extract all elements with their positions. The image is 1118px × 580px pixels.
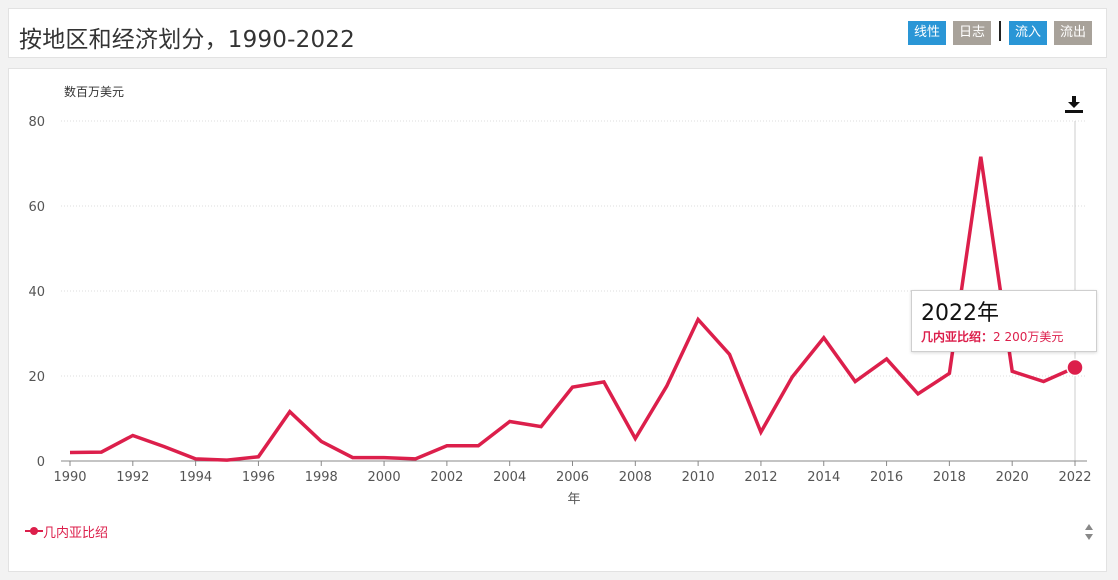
scroll-arrows-icon[interactable] bbox=[1084, 521, 1094, 543]
x-tick-label: 2004 bbox=[493, 470, 526, 485]
x-tick-label: 1992 bbox=[116, 470, 149, 485]
legend-label: 几内亚比绍 bbox=[43, 526, 109, 541]
x-tick-label: 2006 bbox=[556, 470, 589, 485]
series-layer bbox=[69, 156, 1084, 462]
inflow-button[interactable]: 流入 bbox=[1009, 21, 1048, 45]
x-tick-label: 1994 bbox=[179, 470, 212, 485]
y-tick-label: 60 bbox=[28, 200, 45, 215]
legend-marker-icon bbox=[25, 527, 43, 535]
chart-panel: 数百万美元 0 20 40 60 80 1990 1992 1994 1996 1998 2000 20… bbox=[8, 68, 1107, 572]
header-panel: 按地区和经济划分，1990-2022 线性 日志 流入 流出 bbox=[8, 8, 1107, 58]
x-tick-label: 2020 bbox=[996, 470, 1029, 485]
toolbar-separator bbox=[999, 21, 1001, 41]
linear-scale-button[interactable]: 线性 bbox=[908, 21, 947, 45]
x-tick-label: 2014 bbox=[807, 470, 840, 485]
x-tick-label: 1990 bbox=[53, 470, 86, 485]
tooltip-series-label: 几内亚比绍： bbox=[921, 330, 994, 344]
x-axis-label: 年 bbox=[567, 492, 580, 507]
x-tick-label: 1998 bbox=[305, 470, 338, 485]
series-line bbox=[69, 156, 1076, 462]
data-point bbox=[1066, 358, 1084, 377]
download-icon[interactable] bbox=[1064, 94, 1084, 114]
x-tick-label: 2012 bbox=[744, 470, 777, 485]
outflow-button[interactable]: 流出 bbox=[1054, 21, 1093, 45]
data-tooltip: 2022年 几内亚比绍：2 200万美元 bbox=[911, 290, 1097, 352]
x-tick-label: 2008 bbox=[619, 470, 652, 485]
y-tick-label: 40 bbox=[28, 285, 45, 300]
x-tick-label: 1996 bbox=[242, 470, 275, 485]
x-tick-label: 2018 bbox=[933, 470, 966, 485]
y-tick-label: 80 bbox=[28, 115, 45, 130]
line-chart: 数百万美元 0 20 40 60 80 1990 1992 1994 1996 1998 2000 20… bbox=[28, 84, 1091, 507]
page-title: 按地区和经济划分，1990-2022 bbox=[19, 27, 355, 53]
log-scale-button[interactable]: 日志 bbox=[953, 21, 992, 45]
y-axis-label: 数百万美元 bbox=[64, 84, 124, 99]
y-tick-label: 0 bbox=[37, 455, 45, 470]
tooltip-value: 几内亚比绍：2 200万美元 bbox=[921, 328, 1063, 345]
tooltip-year: 2022年 bbox=[921, 301, 999, 326]
x-tick-label: 2010 bbox=[682, 470, 715, 485]
tooltip-value-text: 2 200万美元 bbox=[993, 330, 1064, 344]
x-tick-label: 2002 bbox=[430, 470, 463, 485]
x-tick-label: 2022 bbox=[1058, 470, 1091, 485]
y-tick-label: 20 bbox=[28, 370, 45, 385]
x-tick-label: 2016 bbox=[870, 470, 903, 485]
x-tick-label: 2000 bbox=[368, 470, 401, 485]
